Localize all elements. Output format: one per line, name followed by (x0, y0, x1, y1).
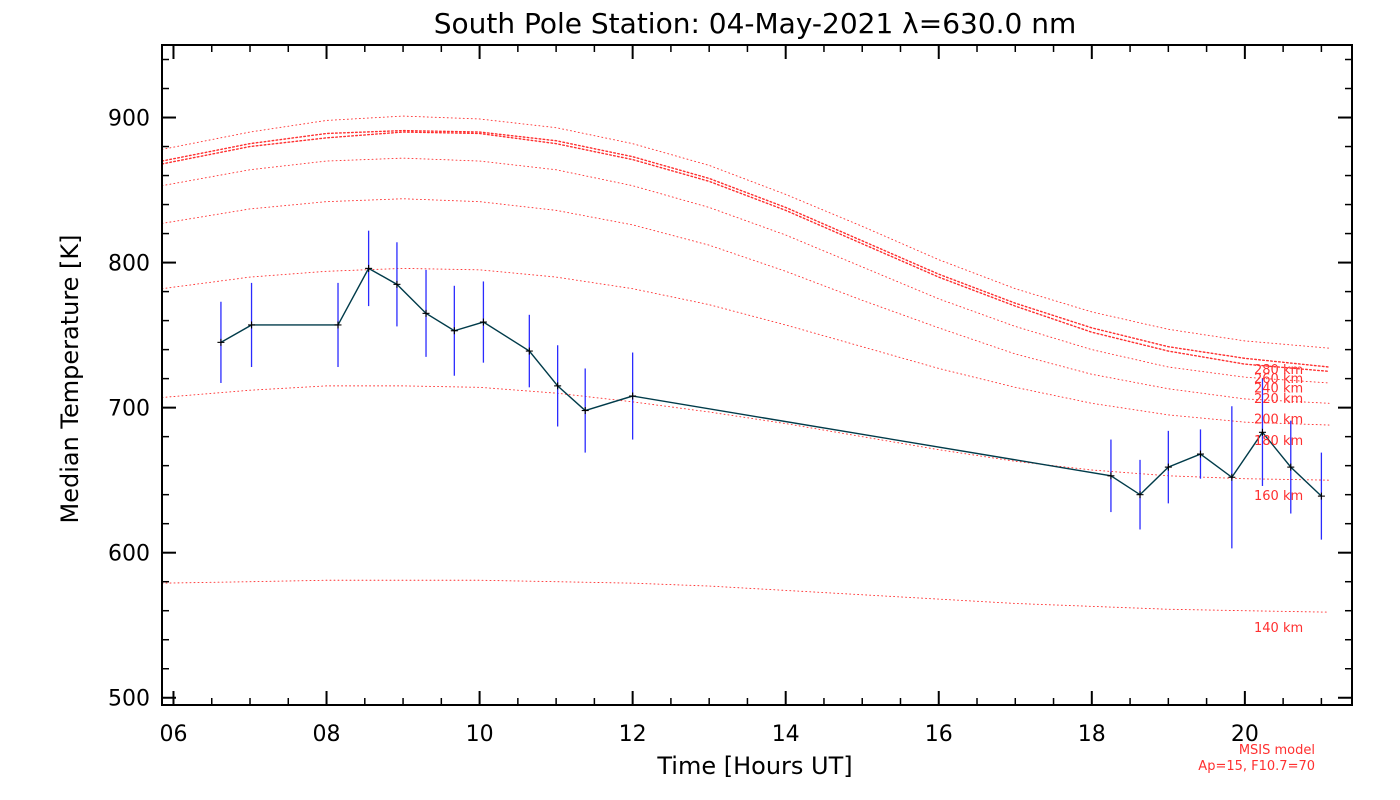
data-point-0 (217, 338, 225, 346)
data-point-11 (629, 392, 637, 400)
model-label-140-km: 140 km (1254, 621, 1303, 636)
axes (161, 44, 1353, 706)
data-point-18 (1287, 463, 1295, 471)
model-label-180-km: 180 km (1254, 434, 1303, 449)
chart-title: South Pole Station: 04-May-2021 λ=630.0 … (434, 7, 1077, 40)
data-point-13 (1136, 491, 1144, 499)
data-point-17 (1258, 428, 1266, 436)
x-tick-label-1: 08 (313, 722, 341, 747)
model-note-line-0: MSIS model (1239, 743, 1315, 758)
data-point-15 (1196, 450, 1204, 458)
data-point-14 (1164, 463, 1172, 471)
model-curve-200-km (161, 198, 1330, 404)
y-tick-label-1: 600 (108, 542, 150, 567)
data-point-19 (1317, 492, 1325, 500)
y-tick-label-2: 700 (108, 397, 150, 422)
data-point-1 (248, 321, 256, 329)
y-tick-label-0: 500 (108, 687, 150, 712)
model-curves (161, 115, 1330, 613)
x-tick-label-2: 10 (466, 722, 494, 747)
model-label-160-km: 160 km (1254, 489, 1303, 504)
x-tick-label-6: 18 (1078, 722, 1106, 747)
y-axis-label: Median Temperature [K] (56, 234, 84, 523)
y-tick-label-3: 800 (108, 252, 150, 277)
model-curve-180-km (161, 267, 1330, 426)
model-note-line-1: Ap=15, F10.7=70 (1198, 759, 1315, 774)
model-label-200-km: 200 km (1254, 412, 1303, 427)
data-point-5 (422, 309, 430, 317)
model-curve-140-km (161, 579, 1330, 613)
x-tick-label-5: 16 (925, 722, 953, 747)
data-markers (217, 264, 1325, 500)
model-label-220-km: 220 km (1254, 392, 1303, 407)
model-curve-240-km (161, 131, 1330, 373)
plot-frame (161, 44, 1353, 706)
model-curve-280-km (161, 115, 1330, 349)
measurement-series (220, 267, 1322, 497)
model-label-280-km: 280 km (1254, 363, 1303, 378)
x-tick-label-7: 20 (1231, 722, 1259, 747)
data-point-16 (1228, 473, 1236, 481)
model-curve-260-km (161, 129, 1330, 368)
data-point-9 (554, 382, 562, 390)
model-curve-220-km (161, 157, 1330, 384)
data-point-2 (334, 321, 342, 329)
y-tick-label-4: 900 (108, 107, 150, 132)
data-point-4 (393, 280, 401, 288)
data-point-12 (1107, 472, 1115, 480)
model-curve-160-km (161, 385, 1330, 481)
data-point-3 (365, 264, 373, 272)
x-tick-label-3: 12 (619, 722, 647, 747)
data-point-6 (450, 327, 458, 335)
model-label-240-km: 240 km (1254, 381, 1303, 396)
data-point-7 (479, 318, 487, 326)
x-tick-label-4: 14 (772, 722, 800, 747)
model-label-260-km: 260 km (1254, 372, 1303, 387)
x-tick-label-0: 06 (159, 722, 187, 747)
data-point-8 (525, 347, 533, 355)
measurement-line (220, 267, 1322, 497)
data-point-10 (581, 407, 589, 415)
x-axis-label: Time [Hours UT] (656, 752, 852, 780)
